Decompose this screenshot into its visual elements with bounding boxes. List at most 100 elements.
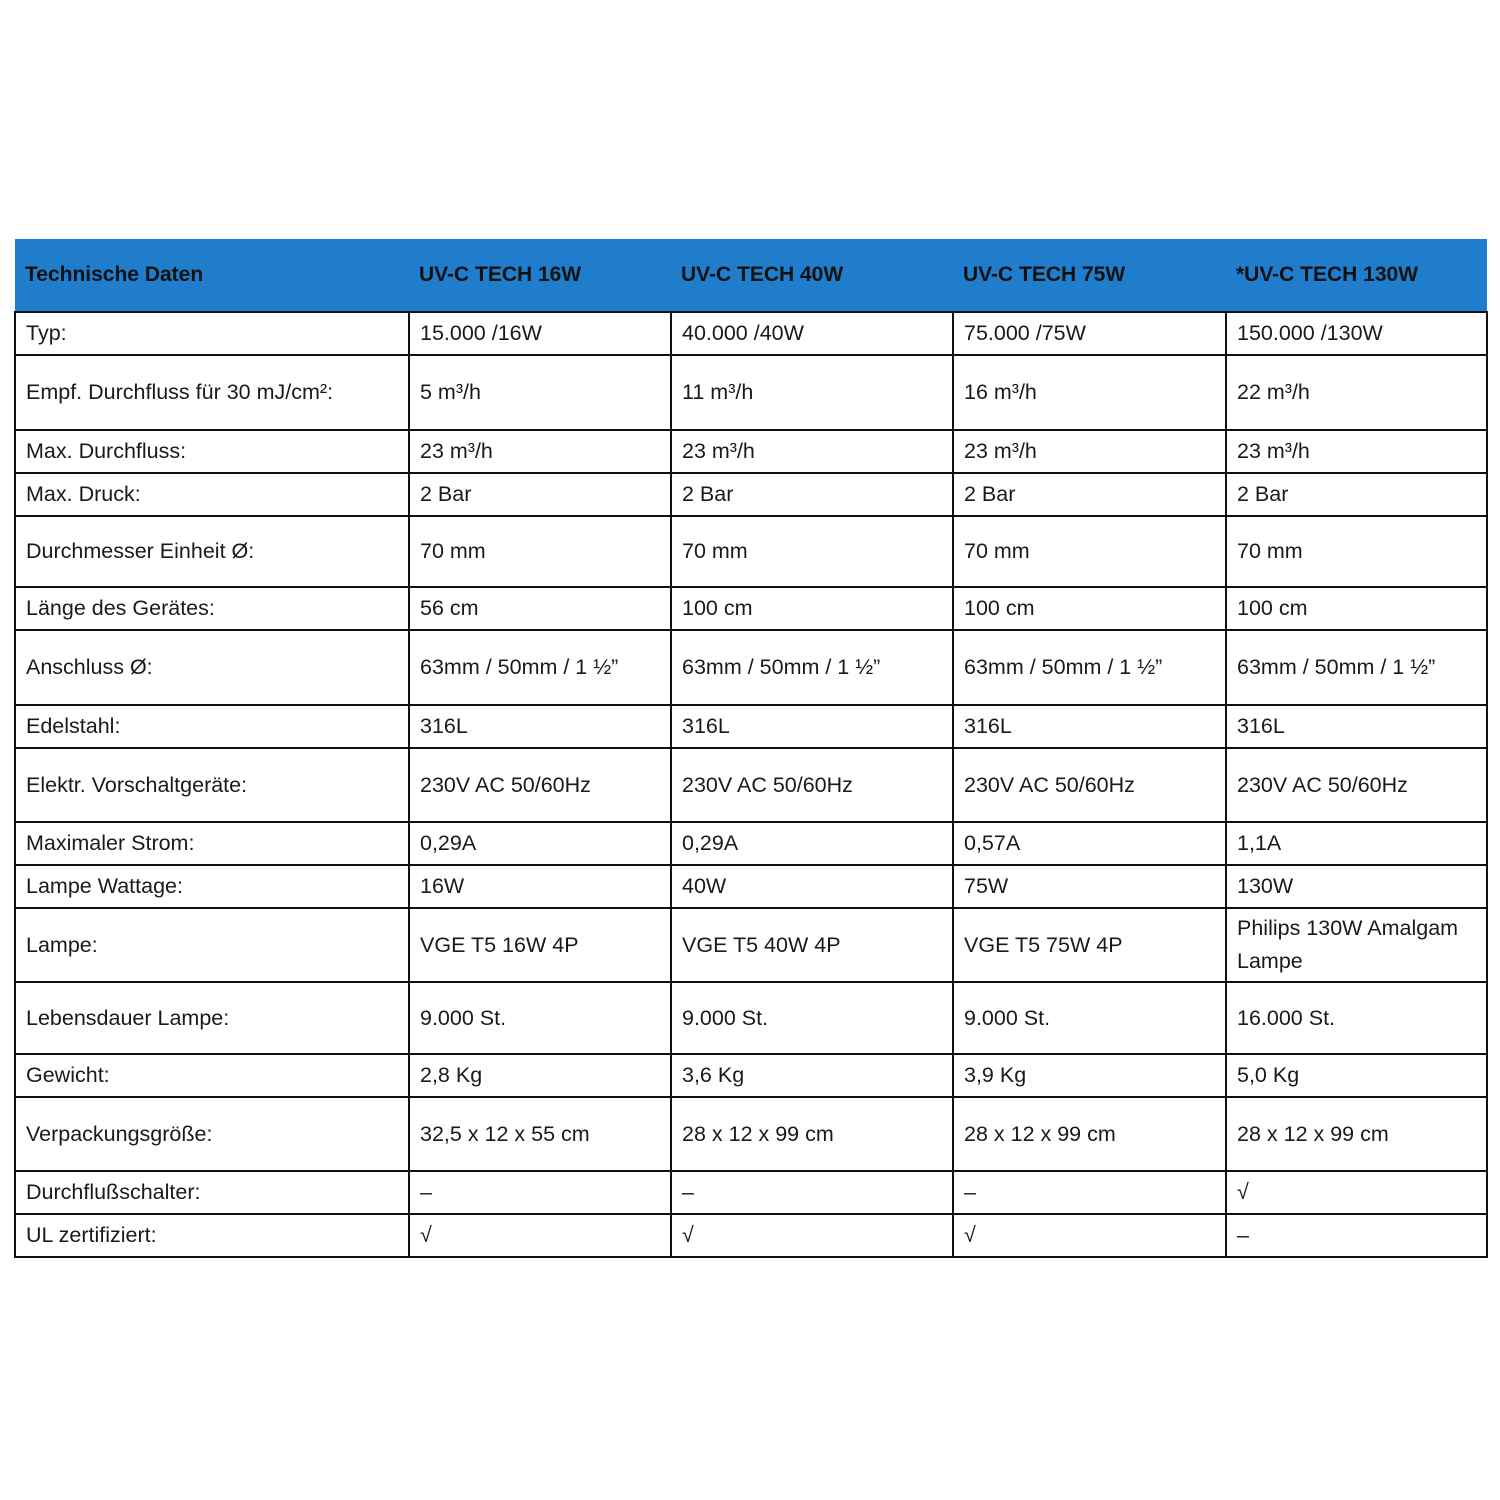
cell-value: 22 m³/h [1225, 354, 1488, 431]
cell-value: 23 m³/h [670, 429, 954, 474]
cell-value: 130W [1225, 864, 1488, 909]
cell-value: 70 mm [670, 515, 954, 588]
table-row: Durchflußschalter: – – – √ [14, 1170, 1488, 1215]
table-row: Max. Druck: 2 Bar 2 Bar 2 Bar 2 Bar [14, 472, 1488, 517]
table-row: Typ: 15.000 /16W 40.000 /40W 75.000 /75W 150… [14, 311, 1488, 356]
cell-value: 63mm / 50mm / 1 ½” [670, 629, 954, 706]
table-row: Empf. Durchfluss für 30 mJ/cm²: 5 m³/h 11 … [14, 354, 1488, 431]
cell-value: √ [408, 1213, 672, 1258]
row-label: Durchmesser Einheit Ø: [14, 515, 410, 588]
header-model: UV-C TECH 40W [671, 239, 953, 312]
cell-value: 0,29A [670, 821, 954, 866]
cell-value: 0,29A [408, 821, 672, 866]
cell-value: 5 m³/h [408, 354, 672, 431]
table-row: Durchmesser Einheit Ø: 70 mm 70 mm 70 mm 70 … [14, 515, 1488, 588]
cell-value: 230V AC 50/60Hz [1225, 747, 1488, 823]
cell-value: 16 m³/h [952, 354, 1227, 431]
cell-value: 40.000 /40W [670, 311, 954, 356]
cell-value: 32,5 x 12 x 55 cm [408, 1096, 672, 1172]
cell-value: 9.000 St. [408, 981, 672, 1055]
cell-value: 316L [670, 704, 954, 749]
cell-value: 28 x 12 x 99 cm [952, 1096, 1227, 1172]
cell-value: 100 cm [952, 586, 1227, 631]
header-model: *UV-C TECH 130W [1226, 239, 1487, 312]
cell-value: √ [670, 1213, 954, 1258]
table-row: Elektr. Vorschaltgeräte: 230V AC 50/60Hz 2… [14, 747, 1488, 823]
cell-value: 16W [408, 864, 672, 909]
cell-value: 63mm / 50mm / 1 ½” [1225, 629, 1488, 706]
cell-value: 16.000 St. [1225, 981, 1488, 1055]
cell-value: 316L [408, 704, 672, 749]
cell-value: – [952, 1170, 1227, 1215]
table-row: Lampe Wattage: 16W 40W 75W 130W [14, 864, 1488, 909]
cell-value: 70 mm [952, 515, 1227, 588]
table-row: Max. Durchfluss: 23 m³/h 23 m³/h 23 m³/h 23 … [14, 429, 1488, 474]
table-row: Maximaler Strom: 0,29A 0,29A 0,57A 1,1A [14, 821, 1488, 866]
cell-value: 56 cm [408, 586, 672, 631]
cell-value: √ [1225, 1170, 1488, 1215]
cell-value: 316L [1225, 704, 1488, 749]
cell-value: 23 m³/h [1225, 429, 1488, 474]
cell-value: 11 m³/h [670, 354, 954, 431]
cell-value: 2 Bar [1225, 472, 1488, 517]
cell-value: 9.000 St. [952, 981, 1227, 1055]
cell-value: 75.000 /75W [952, 311, 1227, 356]
table-row: Länge des Gerätes: 56 cm 100 cm 100 cm 100 c… [14, 586, 1488, 631]
row-label: Verpackungsgröße: [14, 1096, 410, 1172]
cell-value: 5,0 Kg [1225, 1053, 1488, 1098]
cell-value: 316L [952, 704, 1227, 749]
table-row: Anschluss Ø: 63mm / 50mm / 1 ½” 63mm / 50m… [14, 629, 1488, 706]
cell-value: – [1225, 1213, 1488, 1258]
cell-value: VGE T5 40W 4P [670, 907, 954, 983]
cell-value: 28 x 12 x 99 cm [1225, 1096, 1488, 1172]
cell-value: 230V AC 50/60Hz [670, 747, 954, 823]
header-label: Technische Daten [15, 239, 409, 312]
row-label: Lebensdauer Lampe: [14, 981, 410, 1055]
table-row: UL zertifiziert: √ √ √ – [14, 1213, 1488, 1258]
table-row: Lebensdauer Lampe: 9.000 St. 9.000 St. 9.00… [14, 981, 1488, 1055]
cell-value: VGE T5 75W 4P [952, 907, 1227, 983]
cell-value: Philips 130W Amalgam Lampe [1225, 907, 1488, 983]
cell-value: 9.000 St. [670, 981, 954, 1055]
cell-value: 28 x 12 x 99 cm [670, 1096, 954, 1172]
row-label: Anschluss Ø: [14, 629, 410, 706]
cell-value: 100 cm [670, 586, 954, 631]
cell-value: 2 Bar [670, 472, 954, 517]
header-model: UV-C TECH 75W [953, 239, 1226, 312]
row-label: Lampe: [14, 907, 410, 983]
table-row: Gewicht: 2,8 Kg 3,6 Kg 3,9 Kg 5,0 Kg [14, 1053, 1488, 1098]
header-row: Technische Daten UV-C TECH 16W UV-C TECH 4… [15, 239, 1487, 312]
row-label: Empf. Durchfluss für 30 mJ/cm²: [14, 354, 410, 431]
row-label: Maximaler Strom: [14, 821, 410, 866]
cell-value: 100 cm [1225, 586, 1488, 631]
row-label: Max. Durchfluss: [14, 429, 410, 474]
header-model: UV-C TECH 16W [409, 239, 671, 312]
cell-value: 2 Bar [408, 472, 672, 517]
cell-value: 3,6 Kg [670, 1053, 954, 1098]
row-label: Typ: [14, 311, 410, 356]
row-label: Elektr. Vorschaltgeräte: [14, 747, 410, 823]
row-label: Lampe Wattage: [14, 864, 410, 909]
cell-value: VGE T5 16W 4P [408, 907, 672, 983]
row-label: UL zertifiziert: [14, 1213, 410, 1258]
cell-value: 70 mm [408, 515, 672, 588]
cell-value: 2 Bar [952, 472, 1227, 517]
row-label: Durchflußschalter: [14, 1170, 410, 1215]
table-row: Verpackungsgröße: 32,5 x 12 x 55 cm 28 x 1… [14, 1096, 1488, 1172]
cell-value: 40W [670, 864, 954, 909]
cell-value: 230V AC 50/60Hz [408, 747, 672, 823]
cell-value: 2,8 Kg [408, 1053, 672, 1098]
cell-value: – [670, 1170, 954, 1215]
cell-value: √ [952, 1213, 1227, 1258]
cell-value: 3,9 Kg [952, 1053, 1227, 1098]
cell-value: 23 m³/h [952, 429, 1227, 474]
cell-value: 1,1A [1225, 821, 1488, 866]
row-label: Edelstahl: [14, 704, 410, 749]
cell-value: 63mm / 50mm / 1 ½” [952, 629, 1227, 706]
cell-value: 150.000 /130W [1225, 311, 1488, 356]
cell-value: 15.000 /16W [408, 311, 672, 356]
cell-value: 230V AC 50/60Hz [952, 747, 1227, 823]
cell-value: 0,57A [952, 821, 1227, 866]
cell-value: 63mm / 50mm / 1 ½” [408, 629, 672, 706]
row-label: Länge des Gerätes: [14, 586, 410, 631]
